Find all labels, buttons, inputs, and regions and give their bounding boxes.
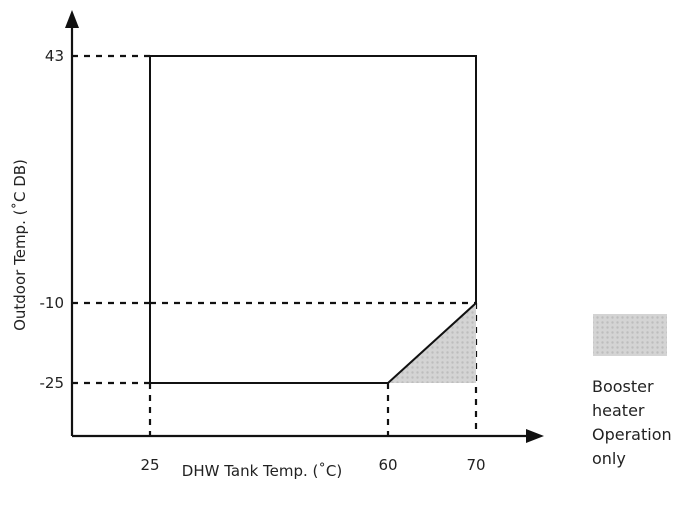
x-axis-arrow [526,429,544,443]
legend: Booster heater Operation only [592,314,672,468]
legend-label-line-1: Booster [592,377,654,396]
legend-label-line-4: only [592,449,626,468]
y-tick-label-43: 43 [45,47,64,65]
y-tick-label--25: -25 [40,374,65,392]
x-tick-labels: 25 60 70 [140,456,485,474]
x-tick-label-25: 25 [140,456,159,474]
y-axis-arrow [65,10,79,28]
y-axis-title: Outdoor Temp. (˚C DB) [11,159,29,331]
x-axis-title: DHW Tank Temp. (˚C) [182,462,342,480]
y-tick-labels: 43 -10 -25 [40,47,65,392]
operating-range-outline [149,55,477,384]
legend-label-booster: Booster heater Operation only [592,377,672,468]
y-tick-label--10: -10 [40,294,65,312]
legend-label-line-3: Operation [592,425,672,444]
x-tick-label-60: 60 [378,456,397,474]
dashed-guide-lines [72,54,478,436]
legend-swatch-booster [593,314,667,356]
legend-label-line-2: heater [592,401,645,420]
x-tick-label-70: 70 [466,456,485,474]
